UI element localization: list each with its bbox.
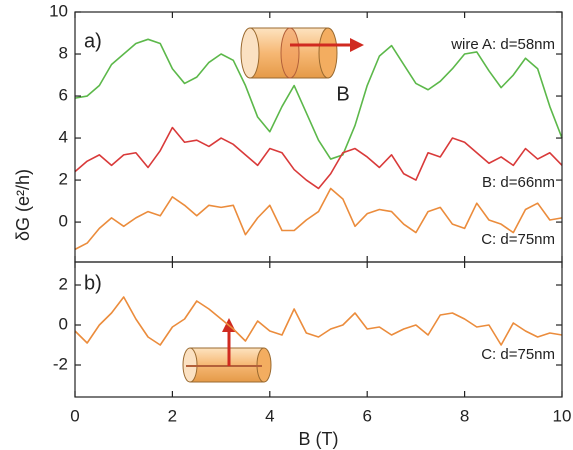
annotation: C: d=75nm xyxy=(481,346,555,363)
annotation: C: d=75nm xyxy=(481,231,555,248)
data-line xyxy=(74,38,563,160)
y-tick-label: 10 xyxy=(49,1,68,20)
panel-label: a) xyxy=(84,30,102,52)
y-tick-label: 0 xyxy=(59,314,68,333)
x-tick-label: 10 xyxy=(553,406,572,425)
data-line xyxy=(74,187,563,251)
x-tick-label: 0 xyxy=(70,406,79,425)
x-tick-label: 8 xyxy=(460,406,469,425)
y-axis-label: δG (e²/h) xyxy=(13,169,33,241)
x-tick-label: 2 xyxy=(168,406,177,425)
annotation: B xyxy=(336,83,349,105)
y-tick-label: -2 xyxy=(53,354,68,373)
inset-wire-parallel xyxy=(240,27,364,79)
y-tick-label: 8 xyxy=(59,44,68,63)
x-tick-label: 4 xyxy=(265,406,274,425)
y-tick-label: 0 xyxy=(59,212,68,231)
y-tick-label: 4 xyxy=(59,128,68,147)
panel-label: b) xyxy=(84,272,102,294)
data-line xyxy=(74,126,563,190)
inset-wire-perpendicular xyxy=(182,318,272,383)
annotation: wire A: d=58nm xyxy=(450,36,555,53)
x-axis-label: B (T) xyxy=(299,429,339,449)
plot-frame xyxy=(74,261,563,398)
x-tick-label: 6 xyxy=(362,406,371,425)
annotation: B: d=66nm xyxy=(482,174,555,191)
y-tick-label: 6 xyxy=(59,86,68,105)
y-tick-label: 2 xyxy=(59,170,68,189)
y-tick-label: 2 xyxy=(59,274,68,293)
data-line xyxy=(74,296,563,346)
